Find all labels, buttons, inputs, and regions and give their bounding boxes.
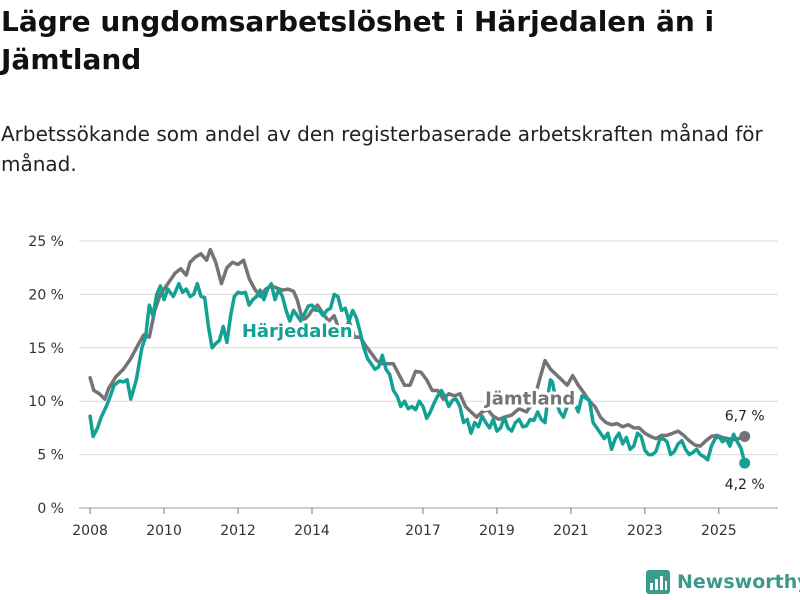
x-tick-label: 2014 [294,523,330,539]
x-tick-label: 2019 [479,523,515,539]
endpoint-value-harjedalen: 4,2 % [725,477,765,493]
endpoint-marker-harjedalen [739,457,751,469]
series-label-jamtland: Jämtland [483,388,575,409]
series-line-jamtland [88,247,747,448]
x-tick-label: 2010 [146,523,182,539]
label-layer: Jämtland 6,7 % Härjedalen 4,2 % [239,318,765,493]
x-tick-label: 2008 [72,523,108,539]
x-tick-label: 2021 [553,523,589,539]
y-tick-label: 15 % [28,341,64,357]
brand-logo: Newsworthy [645,569,800,595]
y-tick-label: 25 % [28,234,64,250]
x-tick-label: 2023 [627,523,663,539]
y-tick-label: 10 % [28,394,64,410]
x-tick-label: 2012 [220,523,256,539]
grid-layer: 0 % 5 % 10 % 15 % 20 % 25 % [28,234,778,517]
chart-subtitle: Arbetssökande som andel av den registerb… [1,122,763,176]
y-tick-label: 20 % [28,287,64,303]
endpoint-value-jamtland: 6,7 % [725,408,765,424]
series-line-harjedalen [88,281,747,465]
series-label-harjedalen: Härjedalen [242,321,353,342]
series-layer [88,247,747,465]
newsworthy-icon [646,570,670,594]
chart-title: Lägre ungdomsarbetslöshet i Härjedalen ä… [1,5,715,76]
endpoint-marker-jamtland [739,430,751,442]
x-tick-label: 2017 [405,523,441,539]
brand-name: Newsworthy [677,571,800,593]
y-tick-label: 0 % [37,501,64,517]
y-tick-label: 5 % [37,448,64,464]
x-tick-label: 2025 [701,523,737,539]
x-axis: 2008 2010 2012 2014 2017 2019 2021 2023 2025 [72,508,737,539]
